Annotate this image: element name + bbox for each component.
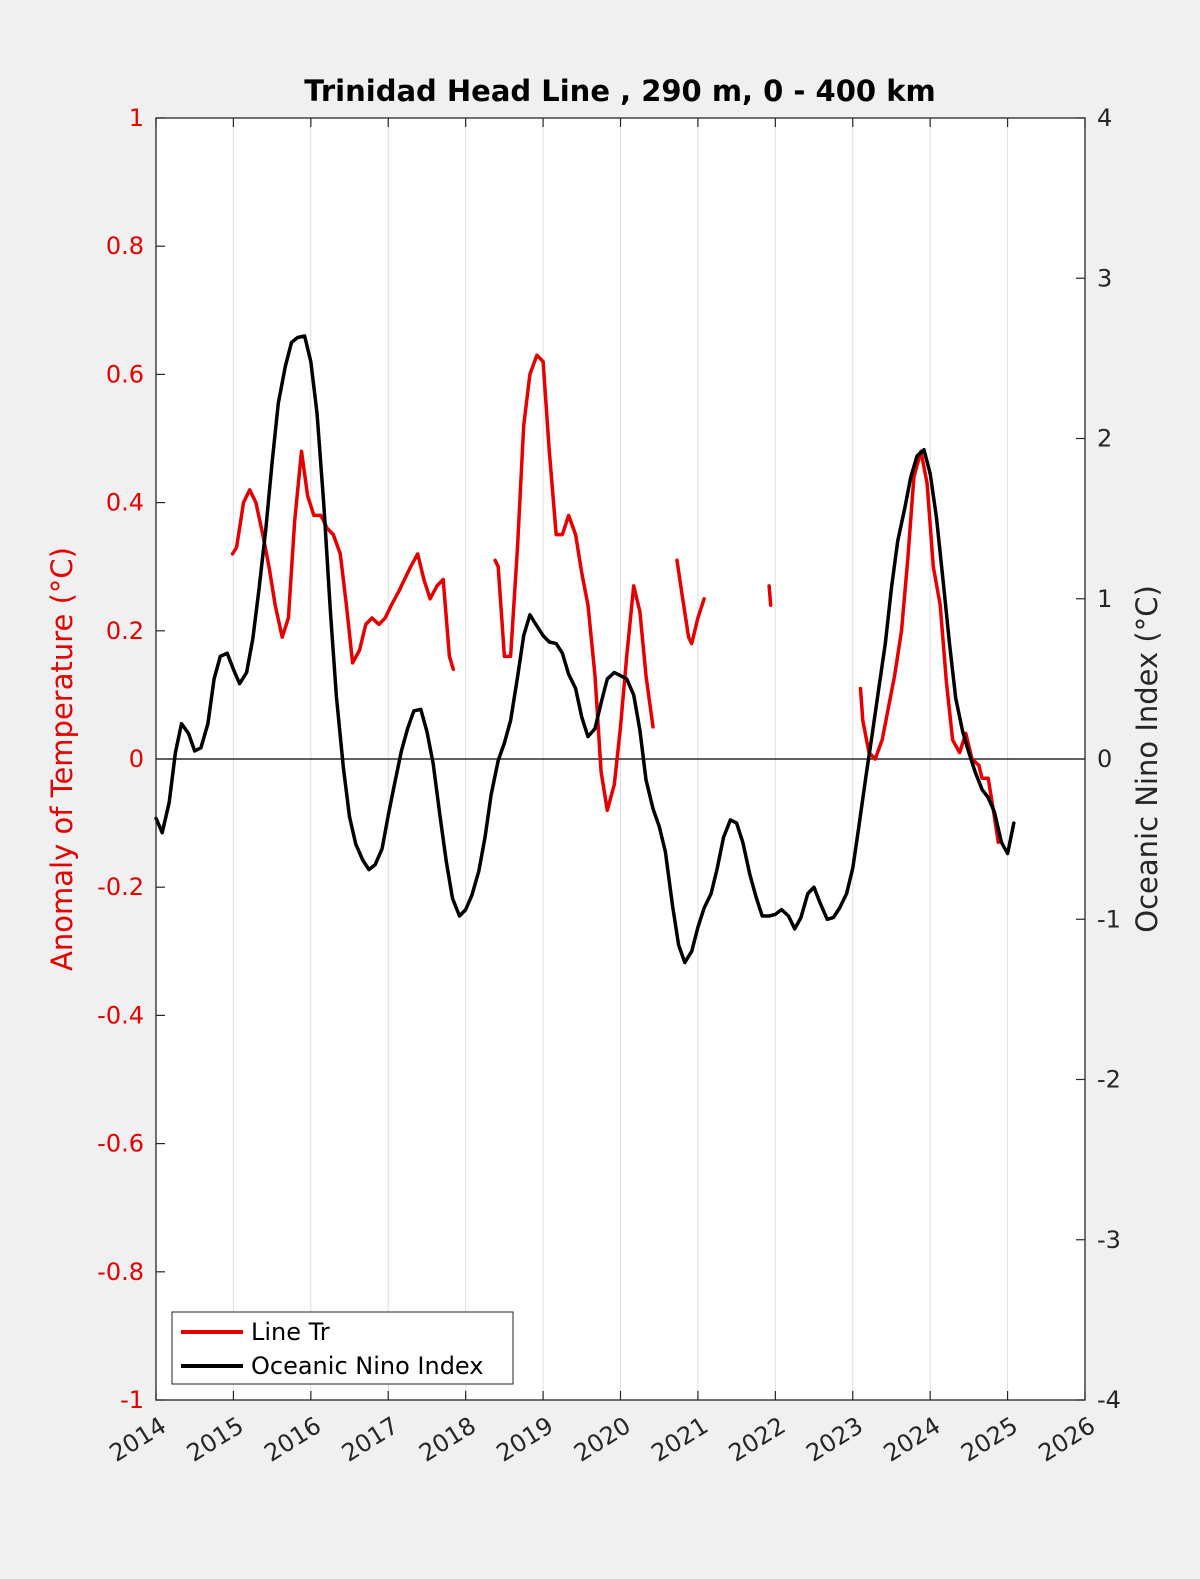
y-left-tick-label: -0.2	[97, 873, 144, 901]
x-tick-label: 2016	[259, 1411, 326, 1467]
y-left-tick-label: -1	[120, 1386, 144, 1414]
x-tick-label: 2023	[801, 1411, 868, 1467]
series-line-tr-segment	[675, 558, 706, 646]
chart-title: Trinidad Head Line , 290 m, 0 - 400 km	[304, 74, 935, 108]
x-tick-label: 2019	[492, 1411, 559, 1467]
legend-label-oni: Oceanic Nino Index	[251, 1352, 483, 1380]
x-tick-label: 2014	[105, 1411, 172, 1467]
x-tick-label: 2024	[879, 1411, 946, 1467]
x-tick-label: 2017	[337, 1411, 404, 1467]
x-tick-label: 2015	[182, 1411, 249, 1467]
y-axis-right-label: Oceanic Nino Index (°C)	[1130, 585, 1164, 933]
legend-label-line-tr: Line Tr	[251, 1318, 330, 1346]
y-left-tick-label: 0.8	[106, 232, 144, 260]
series-oni-line	[154, 334, 1016, 965]
series-line-tr-segment	[767, 584, 773, 607]
series-layer	[154, 334, 1016, 965]
y-right-tick-label: 2	[1097, 425, 1112, 453]
y-right-tick-label: -2	[1097, 1066, 1121, 1094]
y-right-tick-label: 4	[1097, 104, 1112, 132]
y-right-tick-label: 3	[1097, 264, 1112, 292]
y-left-tick-label: -0.6	[97, 1130, 144, 1158]
y-right-tick-label: 1	[1097, 585, 1112, 613]
y-right-tick-label: -4	[1097, 1386, 1121, 1414]
series-line-tr-segment	[493, 353, 655, 813]
y-left-tick-label: 0.4	[106, 489, 144, 517]
series-line-tr-segment	[230, 449, 456, 672]
y-left-tick-label: -0.4	[97, 1001, 144, 1029]
x-tick-label: 2025	[956, 1411, 1023, 1467]
x-tick-label: 2022	[724, 1411, 791, 1467]
legend: Line Tr Oceanic Nino Index	[171, 1311, 514, 1385]
x-tick-label: 2026	[1034, 1411, 1101, 1467]
y-right-tick-label: -1	[1097, 905, 1121, 933]
x-tick-label: 2021	[646, 1411, 713, 1467]
x-tick-label: 2018	[414, 1411, 481, 1467]
y-right-tick-label: 0	[1097, 745, 1112, 773]
y-left-tick-label: -0.8	[97, 1258, 144, 1286]
legend-box	[171, 1311, 514, 1385]
y-right-tick-label: -3	[1097, 1226, 1121, 1254]
y-axis-left-label: Anomaly of Temperature (°C)	[45, 547, 79, 971]
series-line-tr-segment	[858, 449, 1001, 845]
y-left-tick-label: 0.2	[106, 617, 144, 645]
y-left-tick-label: 0.6	[106, 360, 144, 388]
y-left-tick-label: 1	[129, 104, 144, 132]
y-left-tick-label: 0	[129, 745, 144, 773]
x-tick-label: 2020	[569, 1411, 636, 1467]
